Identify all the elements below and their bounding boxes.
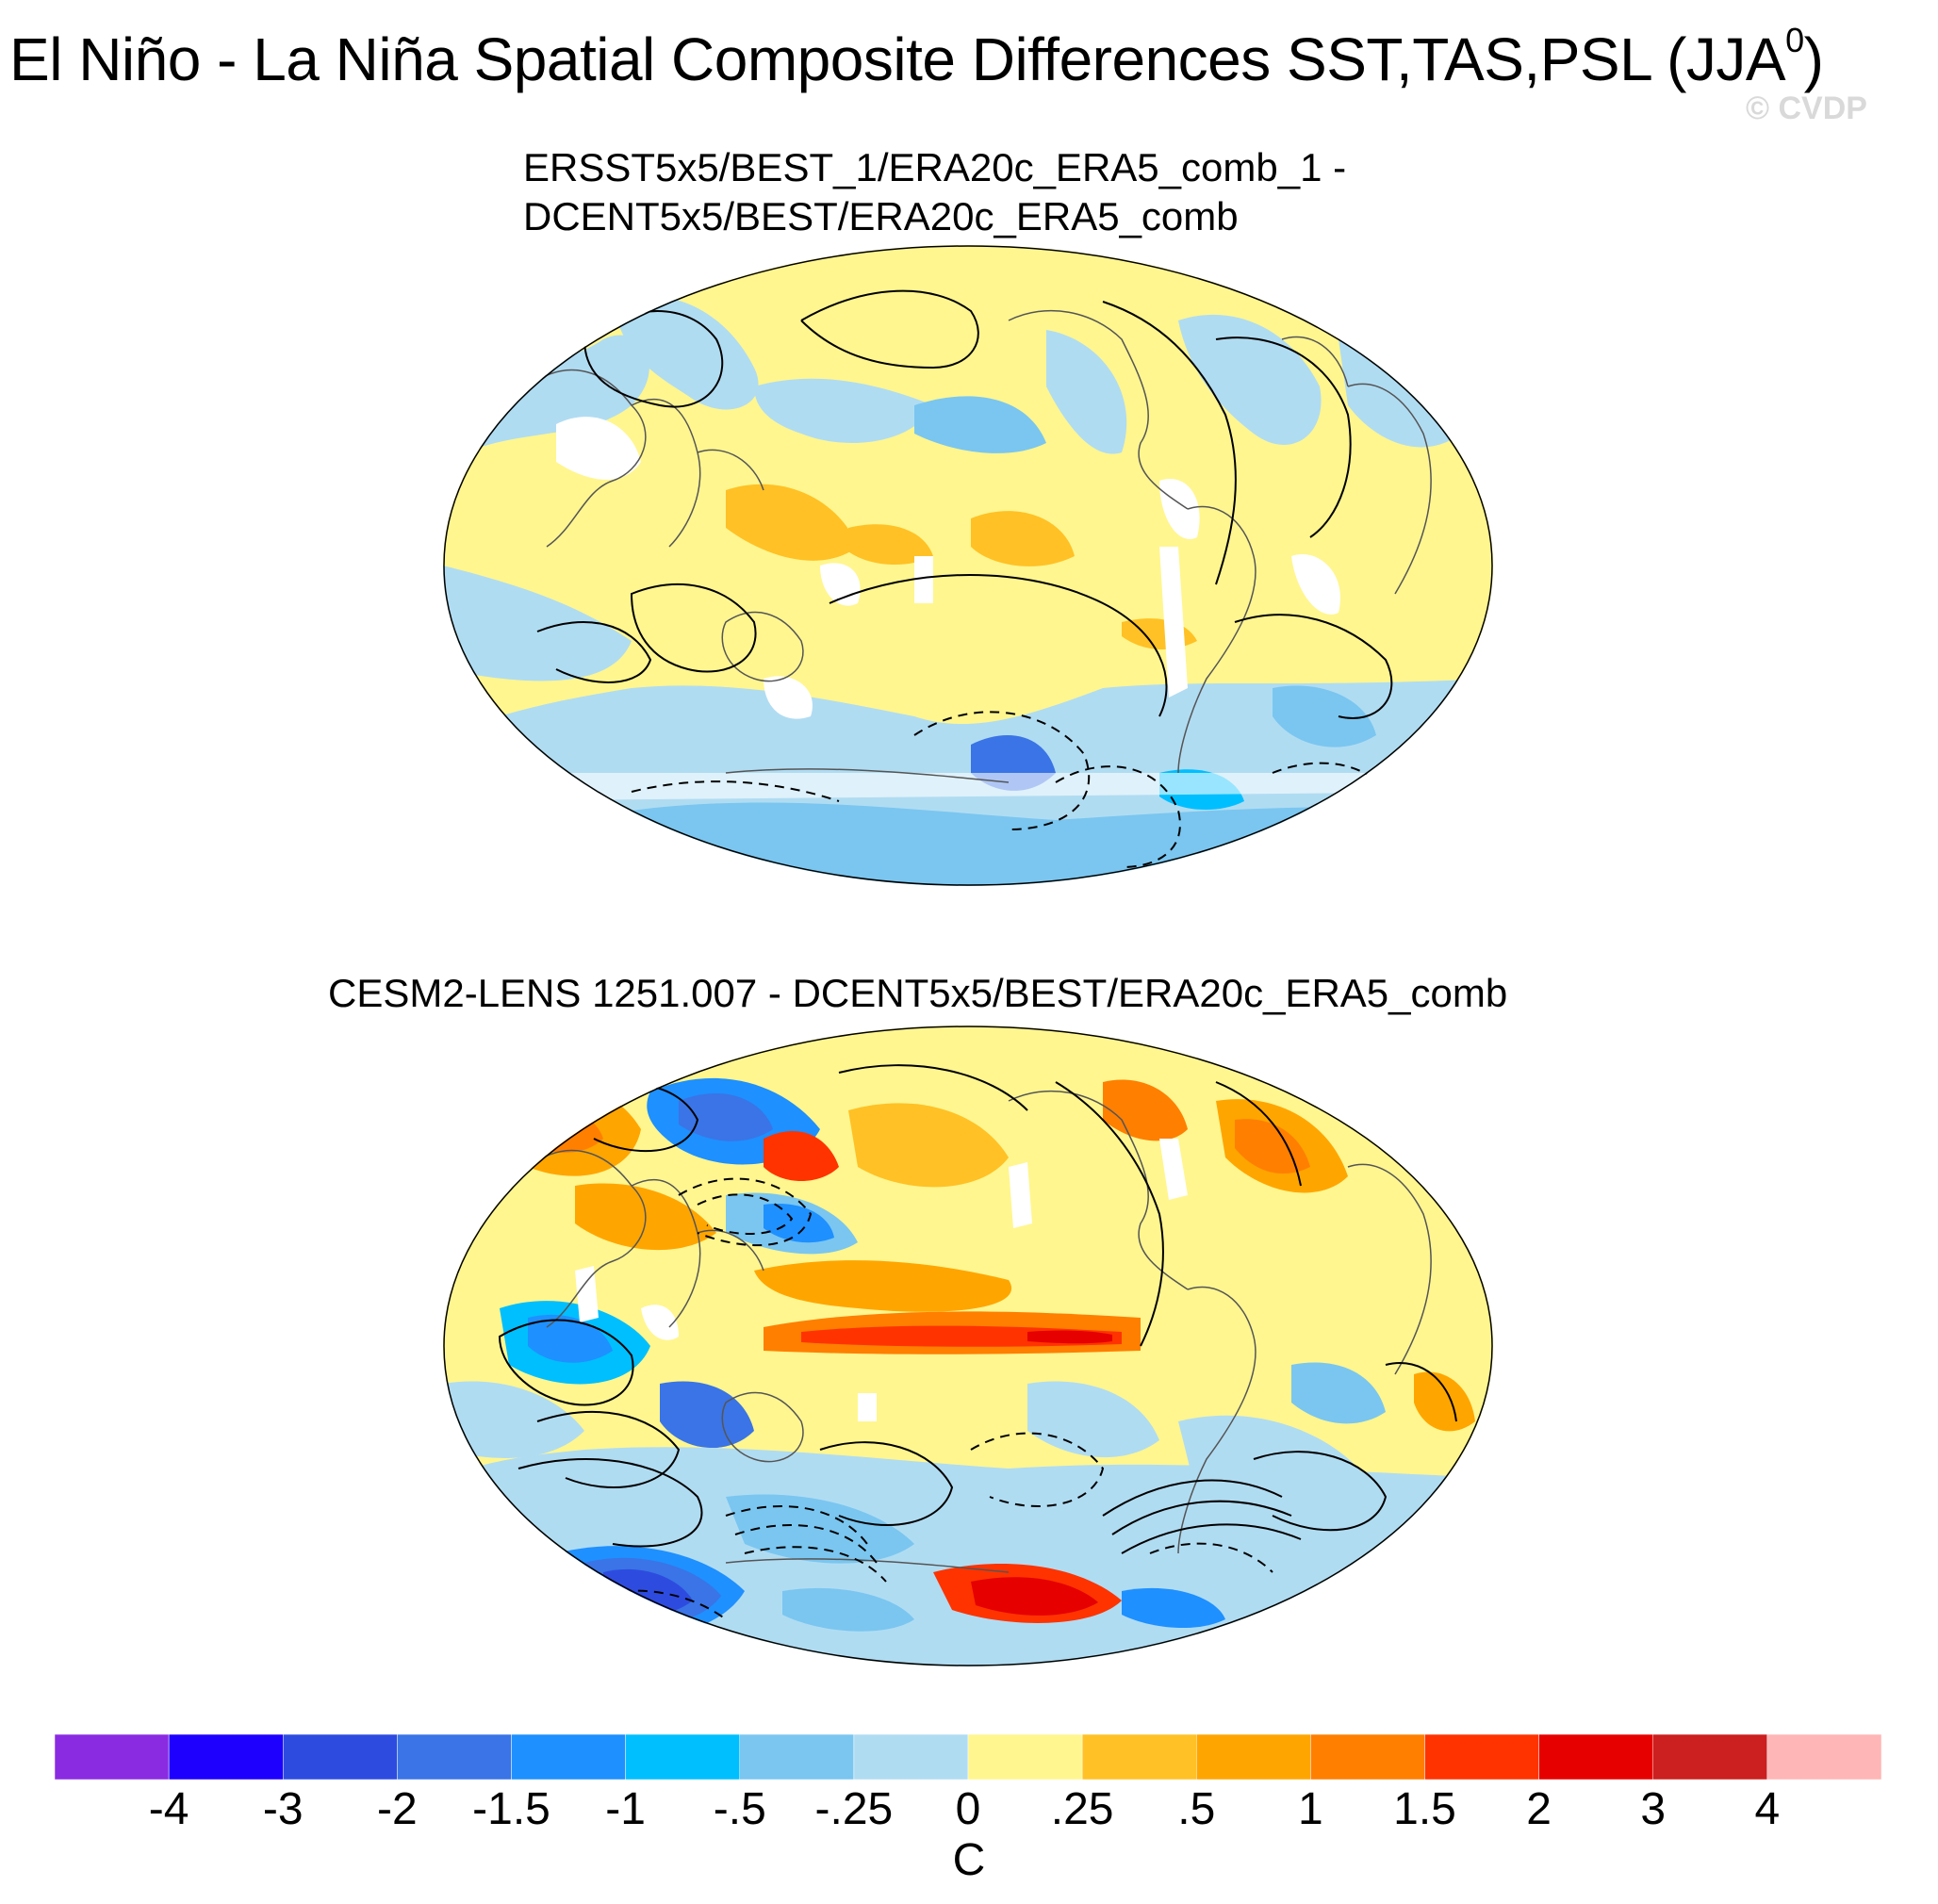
map-panel-observations	[443, 245, 1493, 886]
colorbar-tick-label: 3	[1640, 1784, 1667, 1834]
colorbar-units: C	[952, 1835, 986, 1885]
colorbar-tick-label: .25	[1050, 1784, 1114, 1834]
colorbar-tick-label: -1	[605, 1784, 646, 1834]
colorbar-box	[168, 1734, 284, 1780]
colorbar-box	[1766, 1734, 1881, 1780]
figure-title: El Niño - La Niña Spatial Composite Diff…	[9, 21, 1824, 93]
colorbar-box	[853, 1734, 969, 1780]
colorbar-tick-label: -.5	[713, 1784, 766, 1834]
colorbar-box	[1538, 1734, 1653, 1780]
map-panel-model	[443, 1026, 1493, 1666]
colorbar-box	[967, 1734, 1083, 1780]
colorbar-box	[1081, 1734, 1197, 1780]
colorbar-boxes	[55, 1734, 1881, 1780]
colorbar-tick-label: .5	[1177, 1784, 1216, 1834]
colorbar-tick-label: 0	[955, 1784, 981, 1834]
panel-1-title: ERSST5x5/BEST_1/ERA20c_ERA5_comb_1 - DCE…	[523, 143, 1346, 241]
colorbar-tick-label: -2	[377, 1784, 418, 1834]
colorbar-tick-label: -1.5	[472, 1784, 550, 1834]
colorbar-box	[1424, 1734, 1539, 1780]
colorbar-tick-label: -4	[148, 1784, 189, 1834]
colorbar-tick-label: 1.5	[1393, 1784, 1456, 1834]
map1-psl-contours-positive	[536, 289, 1393, 719]
map1-border	[443, 245, 1493, 886]
colorbar-tick-label: 4	[1754, 1784, 1781, 1834]
map1-missing-data-areas	[443, 417, 1493, 801]
colorbar-box	[739, 1734, 855, 1780]
cvdp-watermark: © CVDP	[1746, 90, 1867, 126]
map1-coastlines	[527, 309, 1432, 783]
panel-1-title-line-1: ERSST5x5/BEST_1/ERA20c_ERA5_comb_1 -	[523, 145, 1347, 189]
colorbar-box	[397, 1734, 512, 1780]
colorbar-box	[625, 1734, 740, 1780]
colorbar-tick-label: -3	[262, 1784, 304, 1834]
map2-missing-data-areas	[575, 1139, 1188, 1421]
colorbar	[55, 1734, 1881, 1780]
colorbar-box	[1196, 1734, 1311, 1780]
panel-2-title: CESM2-LENS 1251.007 - DCENT5x5/BEST/ERA2…	[328, 969, 1507, 1018]
colorbar-box	[283, 1734, 398, 1780]
panel-2-title-line-1: CESM2-LENS 1251.007 - DCENT5x5/BEST/ERA2…	[328, 971, 1508, 1015]
colorbar-box	[55, 1734, 170, 1780]
panel-1-title-line-2: DCENT5x5/BEST/ERA20c_ERA5_comb	[523, 194, 1239, 238]
colorbar-box	[511, 1734, 626, 1780]
map2-border	[443, 1026, 1493, 1666]
colorbar-box	[1652, 1734, 1768, 1780]
colorbar-tick-labels: -4 -3 -2 -1.5 -1 -.5 -.25 0 .25 .5 1 1.5 2 3 4	[0, 1783, 1938, 1840]
colorbar-tick-label: -.25	[814, 1784, 894, 1834]
colorbar-tick-label: 1	[1298, 1784, 1323, 1834]
colorbar-tick-label: 2	[1526, 1784, 1552, 1834]
map2-coastlines	[527, 1090, 1432, 1573]
colorbar-box	[1310, 1734, 1425, 1780]
map1-psl-contours-negative	[631, 711, 1387, 868]
map2-psl-contours-positive	[498, 1064, 1457, 1554]
